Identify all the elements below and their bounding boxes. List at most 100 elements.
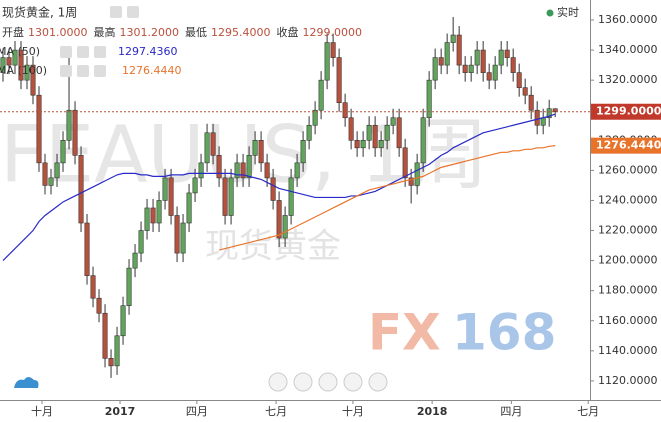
legend-icon	[77, 46, 89, 58]
ma-tag-label: 1276.4440	[596, 139, 661, 152]
candle-body	[324, 42, 330, 81]
candle-body	[222, 177, 228, 216]
candle-body	[456, 34, 462, 66]
logo-icon	[14, 377, 39, 388]
y-tick-label: 1260.0000	[598, 163, 658, 176]
candle-body	[120, 305, 126, 337]
candle-body	[450, 34, 456, 43]
y-tick-label: 1340.0000	[598, 43, 658, 56]
x-tick-label: 四月	[186, 405, 208, 418]
icon[interactable]	[110, 6, 122, 18]
candle-body	[90, 275, 96, 299]
legend-name: MA (50)	[0, 45, 40, 58]
candle-body	[246, 155, 252, 179]
y-tick-label: 1120.0000	[598, 374, 658, 387]
candle-body	[348, 117, 354, 141]
y-tick-label: 1200.0000	[598, 254, 658, 267]
candle-body	[426, 79, 432, 119]
candle-body	[432, 57, 438, 81]
candle-body	[366, 124, 372, 141]
candle-body	[438, 57, 444, 66]
ohlc-label: 收盘	[277, 25, 299, 39]
candle-body	[126, 267, 132, 307]
candle-body	[84, 222, 90, 276]
legend-name: MA (100)	[0, 64, 47, 77]
axes: 1120.0000 1140.0000 1160.0000 1180.0000 1200…	[31, 13, 661, 418]
candle-body	[108, 358, 114, 367]
candle-body	[498, 49, 504, 66]
candle-body	[294, 162, 300, 179]
candle-body	[336, 57, 342, 104]
x-tick-label: 2018	[417, 405, 448, 418]
ohlc-value: 1301.2000	[120, 26, 180, 39]
candle-body	[78, 155, 84, 224]
candle-body	[504, 49, 510, 58]
ohlc-value: 1299.0000	[303, 26, 363, 39]
logo-168: 168	[452, 304, 556, 362]
candle-body	[396, 117, 402, 149]
icon[interactable]	[127, 6, 139, 18]
candle-body	[444, 42, 450, 66]
x-tick-label: 十月	[342, 404, 364, 418]
candle-body	[306, 124, 312, 141]
nav-right[interactable]	[368, 372, 388, 392]
candle-body	[168, 177, 174, 216]
candle-body	[204, 132, 210, 164]
watermark-sub: 现货黄金	[205, 227, 341, 267]
candle-body	[6, 57, 12, 66]
x-tick-label: 四月	[500, 405, 522, 418]
legend-value: 1276.4440	[122, 64, 182, 77]
nav-left[interactable]	[268, 372, 288, 392]
candle-body	[420, 117, 426, 164]
chart-title: 现货黄金, 1周	[2, 5, 77, 20]
candle-body	[372, 124, 378, 149]
candle-body	[300, 140, 306, 164]
candle-body	[12, 49, 18, 66]
candle-body	[516, 72, 522, 88]
candle-body	[552, 108, 558, 113]
plot	[0, 16, 590, 378]
y-tick-label: 1180.0000	[598, 284, 658, 297]
legend-icon	[60, 46, 72, 58]
candle-body	[156, 200, 162, 224]
status-dot	[546, 9, 554, 17]
candle-body	[174, 215, 180, 254]
candle-body	[36, 94, 42, 164]
ma-line	[2, 113, 556, 262]
candle-body	[240, 162, 246, 179]
candle-body	[474, 49, 480, 66]
candle-body	[264, 162, 270, 179]
ohlc-value: 1295.4000	[211, 26, 271, 39]
candle-body	[510, 57, 516, 73]
candle-body	[66, 109, 72, 141]
candle-body	[282, 215, 288, 239]
legend-value: 1297.4360	[118, 45, 178, 58]
price-tag-label: 1299.0000	[596, 105, 661, 118]
candle-body	[312, 109, 318, 126]
legend-icon	[60, 65, 72, 77]
candle-body	[138, 230, 144, 254]
candle-body	[150, 207, 156, 224]
candle-body	[288, 177, 294, 216]
realtime[interactable]: 实时	[557, 5, 579, 19]
nav-reset[interactable]	[318, 372, 338, 392]
candle-body	[252, 140, 258, 156]
ma-line	[218, 145, 556, 251]
candle-body	[276, 200, 282, 239]
candle-body	[144, 207, 150, 231]
candle-body	[24, 64, 30, 81]
candle-body	[414, 162, 420, 186]
candle-body	[0, 57, 6, 73]
candle-body	[210, 132, 216, 156]
ohlc-label: 最高	[94, 25, 116, 39]
x-tick-label: 十月	[31, 404, 53, 418]
y-tick-label: 1320.0000	[598, 73, 658, 86]
x-tick-label: 七月	[265, 405, 287, 418]
nav-zoom-out[interactable]	[293, 372, 313, 392]
nav-zoom-in[interactable]	[343, 372, 363, 392]
y-tick-label: 1360.0000	[598, 13, 658, 26]
candle-body	[330, 42, 336, 58]
y-tick-label: 1140.0000	[598, 344, 658, 357]
candle-body	[318, 79, 324, 111]
